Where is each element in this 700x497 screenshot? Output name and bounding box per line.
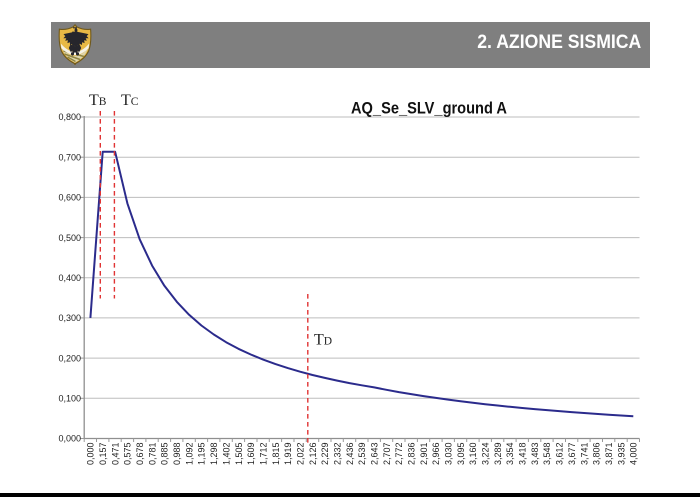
- svg-text:2,022: 2,022: [295, 443, 305, 466]
- svg-text:1,609: 1,609: [246, 443, 256, 466]
- svg-text:3,289: 3,289: [493, 443, 503, 466]
- svg-text:0,575: 0,575: [123, 443, 133, 466]
- svg-text:0,678: 0,678: [135, 443, 145, 466]
- svg-text:0,400: 0,400: [58, 273, 81, 283]
- svg-text:3,741: 3,741: [579, 443, 589, 466]
- svg-text:3,871: 3,871: [604, 443, 614, 466]
- svg-text:3,095: 3,095: [456, 443, 466, 466]
- svg-text:1,505: 1,505: [234, 443, 244, 466]
- svg-text:3,354: 3,354: [505, 443, 515, 466]
- svg-text:2,229: 2,229: [320, 443, 330, 466]
- svg-text:TB: TB: [89, 92, 107, 109]
- svg-text:3,612: 3,612: [555, 443, 565, 466]
- svg-text:0,300: 0,300: [58, 313, 81, 323]
- svg-text:3,483: 3,483: [530, 443, 540, 466]
- svg-text:2,332: 2,332: [333, 443, 343, 466]
- svg-text:2,901: 2,901: [419, 443, 429, 466]
- svg-text:3,418: 3,418: [518, 443, 528, 466]
- svg-text:AQ_Se_SLV_ground A: AQ_Se_SLV_ground A: [351, 99, 507, 118]
- svg-text:0,600: 0,600: [58, 193, 81, 203]
- svg-text:1,402: 1,402: [221, 443, 231, 466]
- svg-text:2,966: 2,966: [431, 443, 441, 466]
- svg-text:2,126: 2,126: [308, 443, 318, 466]
- svg-text:0,781: 0,781: [147, 443, 157, 466]
- svg-text:0,800: 0,800: [58, 112, 81, 122]
- svg-text:0,471: 0,471: [110, 443, 120, 466]
- svg-text:TC: TC: [121, 92, 139, 109]
- svg-text:4,000: 4,000: [629, 443, 639, 466]
- svg-text:2,836: 2,836: [407, 443, 417, 466]
- svg-text:1,919: 1,919: [283, 443, 293, 466]
- svg-text:3,160: 3,160: [468, 443, 478, 466]
- svg-text:3,030: 3,030: [444, 443, 454, 466]
- svg-text:0,988: 0,988: [172, 443, 182, 466]
- svg-text:2,772: 2,772: [394, 443, 404, 466]
- svg-text:3,224: 3,224: [481, 443, 491, 466]
- svg-text:2,643: 2,643: [370, 443, 380, 466]
- svg-text:1,712: 1,712: [258, 443, 268, 466]
- svg-text:3,548: 3,548: [542, 443, 552, 466]
- svg-text:0,157: 0,157: [98, 443, 108, 466]
- svg-text:1,298: 1,298: [209, 443, 219, 466]
- svg-text:0,000: 0,000: [58, 434, 81, 444]
- svg-text:2,539: 2,539: [357, 443, 367, 466]
- svg-text:3,806: 3,806: [592, 443, 602, 466]
- svg-text:1,195: 1,195: [197, 443, 207, 466]
- svg-text:2,707: 2,707: [382, 443, 392, 466]
- svg-text:3,935: 3,935: [616, 443, 626, 466]
- svg-text:3,677: 3,677: [567, 443, 577, 466]
- svg-text:TD: TD: [314, 332, 332, 349]
- svg-text:0,885: 0,885: [160, 443, 170, 466]
- svg-text:0,200: 0,200: [58, 353, 81, 363]
- svg-text:0,700: 0,700: [58, 152, 81, 162]
- svg-text:2,436: 2,436: [345, 443, 355, 466]
- svg-text:0,000: 0,000: [86, 443, 96, 466]
- svg-text:1,092: 1,092: [184, 443, 194, 466]
- svg-text:0,500: 0,500: [58, 233, 81, 243]
- svg-text:1,815: 1,815: [271, 443, 281, 466]
- svg-text:0,100: 0,100: [58, 394, 81, 404]
